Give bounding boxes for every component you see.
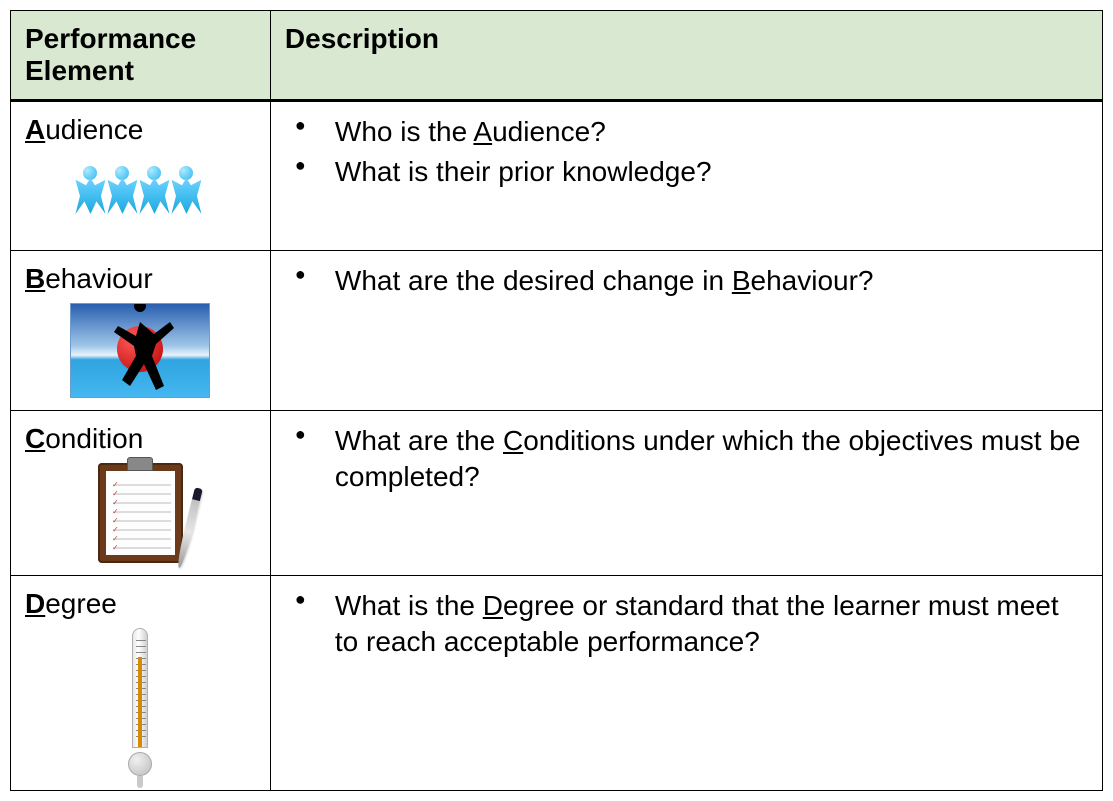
bullet-pre: Who is the: [335, 116, 474, 147]
bullet-underline: A: [473, 116, 492, 147]
list-item: What is the Degree or standard that the …: [295, 588, 1088, 661]
table-body: Audience Who is the Audience? What is the…: [11, 101, 1103, 791]
element-rest: egree: [45, 588, 117, 619]
element-first-letter: D: [25, 588, 45, 619]
bullet-post: udience?: [492, 116, 606, 147]
element-first-letter: A: [25, 114, 45, 145]
bullet-post: ehaviour?: [751, 265, 874, 296]
description-list: What are the desired change in Behaviour…: [285, 263, 1088, 299]
element-rest: udience: [45, 114, 143, 145]
element-first-letter: B: [25, 263, 45, 294]
list-item: Who is the Audience?: [295, 114, 1088, 150]
element-cell: Behaviour: [11, 251, 271, 411]
description-cell: What are the Conditions under which the …: [270, 411, 1102, 576]
bullet-pre: What are the desired change in: [335, 265, 732, 296]
description-list: What is the Degree or standard that the …: [285, 588, 1088, 661]
abcd-table: Performance Element Description Audience…: [10, 10, 1103, 791]
element-label: Condition: [25, 423, 256, 455]
list-item: What is their prior knowledge?: [295, 154, 1088, 190]
list-item: What are the desired change in Behaviour…: [295, 263, 1088, 299]
jumping-person-icon: [70, 303, 210, 398]
element-rest: ondition: [45, 423, 143, 454]
bullet-pre: What is the: [335, 590, 483, 621]
header-row: Performance Element Description: [11, 11, 1103, 101]
table-row: Condition ✓✓✓✓✓✓✓✓ What are the Conditio…: [11, 411, 1103, 576]
header-element: Performance Element: [11, 11, 271, 101]
description-list: What are the Conditions under which the …: [285, 423, 1088, 496]
element-cell: Condition ✓✓✓✓✓✓✓✓: [11, 411, 271, 576]
bullet-pre: What is their prior knowledge?: [335, 156, 712, 187]
description-list: Who is the Audience? What is their prior …: [285, 114, 1088, 191]
people-icon: [75, 154, 205, 214]
element-label: Audience: [25, 114, 256, 146]
table-row: Degree What is the Degree or standard th…: [11, 576, 1103, 791]
clipboard-icon: ✓✓✓✓✓✓✓✓: [98, 463, 183, 563]
element-cell: Degree: [11, 576, 271, 791]
description-cell: What is the Degree or standard that the …: [270, 576, 1102, 791]
element-cell: Audience: [11, 101, 271, 251]
element-rest: ehaviour: [45, 263, 152, 294]
table-row: Behaviour What are the desired change in…: [11, 251, 1103, 411]
bullet-underline: B: [732, 265, 751, 296]
element-first-letter: C: [25, 423, 45, 454]
header-description: Description: [270, 11, 1102, 101]
bullet-pre: What are the: [335, 425, 503, 456]
element-label: Behaviour: [25, 263, 256, 295]
element-label: Degree: [25, 588, 256, 620]
description-cell: What are the desired change in Behaviour…: [270, 251, 1102, 411]
bullet-underline: D: [483, 590, 503, 621]
bullet-underline: C: [503, 425, 523, 456]
list-item: What are the Conditions under which the …: [295, 423, 1088, 496]
thermometer-icon: [122, 628, 158, 778]
description-cell: Who is the Audience? What is their prior …: [270, 101, 1102, 251]
table-row: Audience Who is the Audience? What is the…: [11, 101, 1103, 251]
